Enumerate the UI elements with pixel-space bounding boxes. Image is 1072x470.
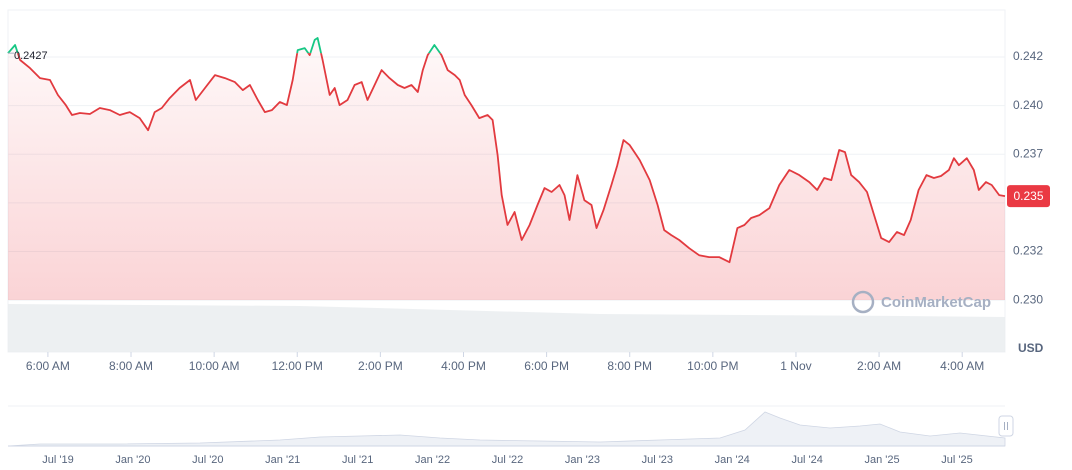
y-tick-label: 0.232 xyxy=(1013,244,1043,258)
navigator-label: Jul '21 xyxy=(342,454,373,466)
x-tick-label: 8:00 AM xyxy=(109,359,153,373)
x-tick-label: 1 Nov xyxy=(780,359,811,373)
y-tick-label: 0.230 xyxy=(1013,292,1043,306)
x-tick-label: 4:00 AM xyxy=(940,359,984,373)
price-line xyxy=(7,53,1006,264)
x-tick-label: 8:00 PM xyxy=(607,359,652,373)
x-tick-label: 10:00 PM xyxy=(687,359,738,373)
navigator-label: Jan '21 xyxy=(265,454,300,466)
y-tick-label: 0.237 xyxy=(1013,146,1043,160)
series xyxy=(7,37,1006,300)
x-tick-label: 6:00 AM xyxy=(26,359,70,373)
watermark-text: CoinMarketCap xyxy=(881,294,991,311)
navigator-label: Jan '20 xyxy=(115,454,150,466)
current-price-label: 0.235 xyxy=(1013,189,1043,203)
navigator-label: Jul '20 xyxy=(192,454,223,466)
y-tick-label: 0.240 xyxy=(1013,98,1043,112)
navigator-label: Jan '23 xyxy=(565,454,600,466)
reference-label: 0.2427 xyxy=(14,50,48,62)
volume-area xyxy=(8,304,1005,352)
x-tick-label: 12:00 PM xyxy=(272,359,323,373)
navigator-label: Jul '25 xyxy=(941,454,972,466)
x-tick-label: 4:00 PM xyxy=(441,359,486,373)
area-fill xyxy=(8,38,1005,300)
navigator xyxy=(7,405,1014,447)
current-price-badge xyxy=(1007,185,1050,208)
x-tick-label: 2:00 AM xyxy=(857,359,901,373)
navigator-label: Jan '25 xyxy=(865,454,900,466)
x-tick-label: 10:00 AM xyxy=(189,359,240,373)
navigator-labels: Jul '19 Jan '20 Jul '20 Jan '21 Jul '21 Jan '… xyxy=(42,454,972,466)
navigator-label: Jan '22 xyxy=(415,454,450,466)
navigator-label: Jan '24 xyxy=(715,454,750,466)
navigator-label: Jul '23 xyxy=(642,454,673,466)
x-tick-label: 2:00 PM xyxy=(358,359,403,373)
watermark: CoinMarketCap xyxy=(851,290,991,314)
navigator-label: Jul '24 xyxy=(791,454,822,466)
axis-label: USD xyxy=(1018,341,1044,355)
x-tick-label: 6:00 PM xyxy=(524,359,569,373)
navigator-label: Jul '19 xyxy=(42,454,73,466)
navigator-label: Jul '22 xyxy=(492,454,523,466)
y-tick-label: 0.242 xyxy=(1013,49,1043,63)
